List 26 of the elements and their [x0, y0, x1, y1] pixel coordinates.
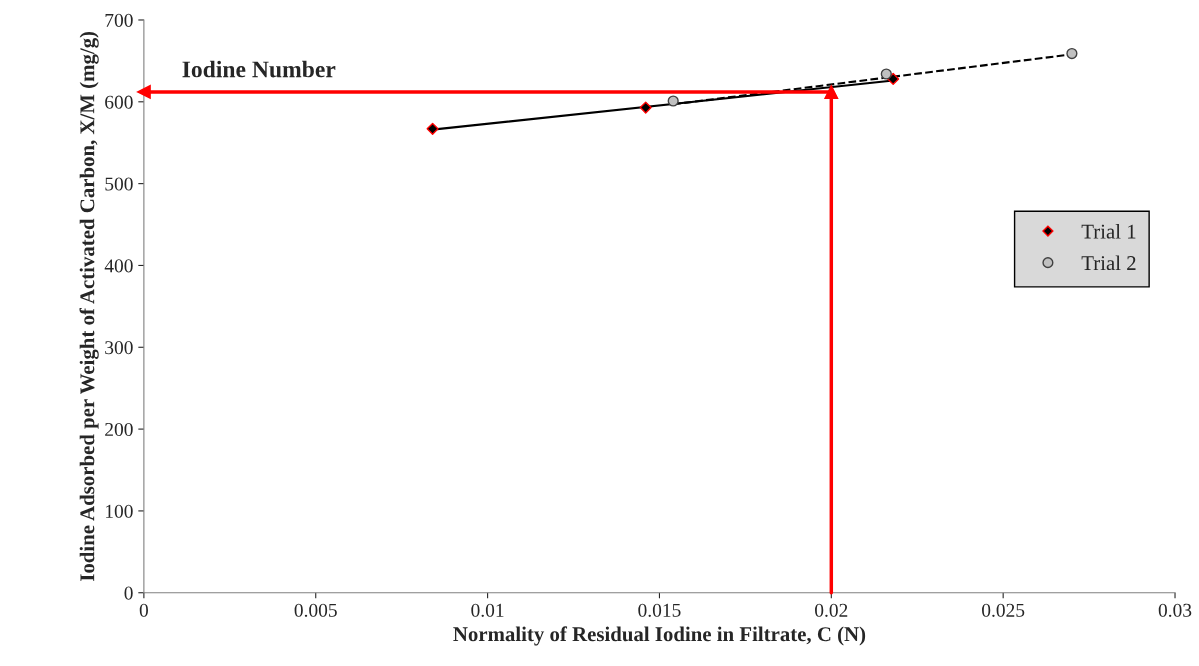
point [880, 68, 892, 80]
x-tick-label: 0.015 [638, 603, 681, 617]
y-tick-label: 100 [106, 504, 133, 518]
y-tick-label: 400 [104, 259, 133, 273]
x-tick-label: 0 [139, 603, 148, 617]
legend-label: Trial 2 [1081, 255, 1136, 271]
legend-label: Trial 1 [1081, 223, 1136, 239]
x-tick-label: 0.03 [1158, 603, 1192, 617]
y-tick-label: 0 [124, 586, 133, 600]
ref-line-label: Iodine Number [182, 60, 336, 78]
x-tick-label: 0.02 [815, 603, 848, 617]
y-axis-title: Iodine Adsorbed per Weight of Activated Carbon, X/M (mg/g) [79, 31, 99, 582]
point [1066, 47, 1078, 60]
y-tick-label: 200 [105, 422, 133, 437]
y-tick-label: 300 [105, 341, 133, 355]
point [639, 101, 652, 114]
y-tick-label: 600 [105, 95, 133, 109]
x-tick-label: 0.005 [294, 603, 337, 617]
y-tick-label: 500 [105, 177, 133, 191]
point [426, 122, 439, 135]
y-tick-label: 700 [105, 13, 133, 27]
point [887, 72, 900, 85]
x-tick-label: 0.01 [471, 603, 504, 617]
x-tick-label: 0.025 [982, 603, 1025, 617]
point [667, 95, 679, 107]
x-axis-title: Normality of Residual Iodine in Filtrate, C (N) [453, 626, 866, 646]
